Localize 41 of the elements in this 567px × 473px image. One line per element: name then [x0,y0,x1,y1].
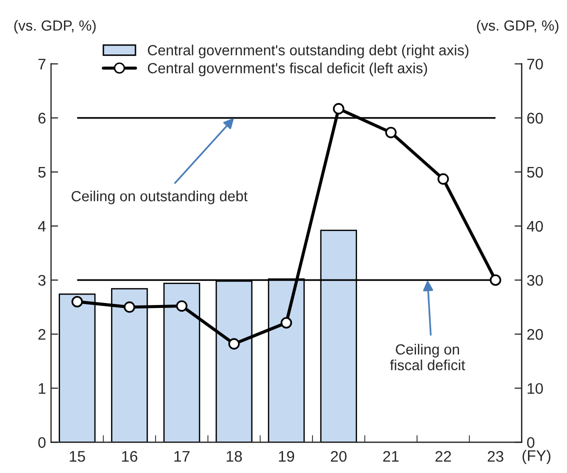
point [176,300,188,312]
y-tick-label: 6 [38,112,46,124]
y-axis-title: (vs. GDP, %) [14,20,96,34]
point [71,296,83,308]
point [332,103,344,114]
y2-tick-label: 40 [526,220,543,232]
x-tick-label: 19 [279,450,294,462]
y2-tick-label: 50 [527,166,543,178]
point [280,317,292,328]
x-tick-label: 21 [383,450,399,462]
y2-tick-label: 10 [528,383,543,394]
y2-axis-title: (vs. GDP, %) [477,20,558,34]
y-tick-label: 1 [38,383,46,394]
annotation: Ceiling on outstanding debt [72,190,248,204]
x-tick-label: 23 [488,450,504,462]
legend-label: Central government's fiscal deficit (left axis) [148,62,428,76]
point [228,338,240,350]
y-tick-label: 2 [38,329,46,340]
point [490,274,502,286]
point [124,301,136,313]
x-tick-label: 22 [435,450,451,462]
y-tick-label: 7 [38,58,46,70]
y2-tick-label: 60 [527,112,543,124]
y2-tick-label: 30 [527,274,543,286]
y-tick-label: 5 [38,166,46,178]
y2-tick-label: 20 [527,329,543,340]
point [385,126,397,138]
y-tick-label: 0 [38,437,46,448]
y2-tick-label: 70 [527,58,543,70]
x-tick-label: 18 [226,450,242,462]
point [438,173,449,185]
x-tick-label: 17 [174,451,190,462]
legend-label: Central government's outstanding debt (right axis) [148,44,468,58]
y-tick-label: 3 [38,274,46,286]
x-tick-label: 15 [70,451,86,462]
x-tick-label: 16 [122,450,138,462]
x-axis-title: (FY) [522,450,550,464]
y2-tick-label: 0 [527,437,534,448]
annotation: Ceiling on fiscal deficit [390,344,466,370]
x-tick-label: 20 [330,450,347,462]
y-tick-label: 4 [38,221,46,232]
